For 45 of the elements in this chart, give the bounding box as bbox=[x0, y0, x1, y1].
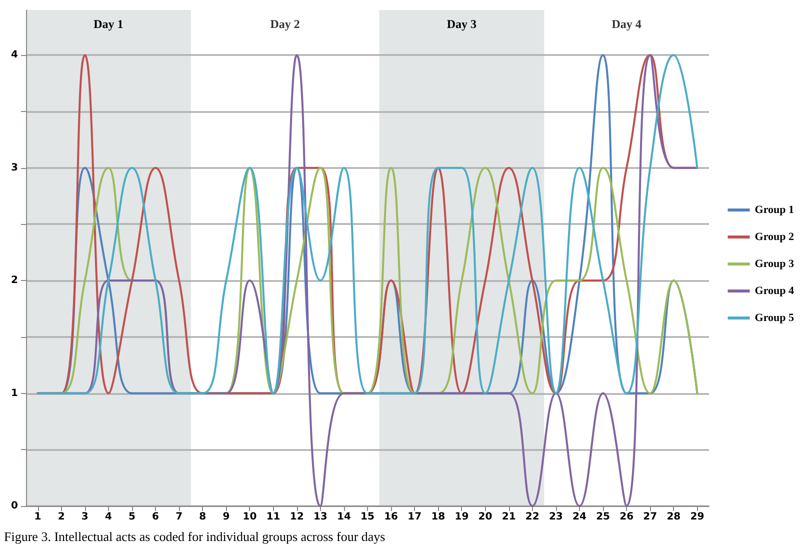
x-tick-label: 14 bbox=[336, 512, 351, 522]
band-label: Day 1 bbox=[94, 17, 124, 31]
x-tick-label: 5 bbox=[128, 512, 136, 522]
annotation: Day 4 bbox=[612, 17, 642, 31]
x-tick-label: 20 bbox=[478, 512, 492, 522]
x-tick-label: 19 bbox=[454, 512, 469, 522]
x-tick-label: 11 bbox=[266, 512, 280, 522]
x-tick-label: 23 bbox=[548, 512, 563, 522]
y-tick-label: 1 bbox=[11, 388, 18, 399]
legend-label: Group 5 bbox=[754, 312, 794, 324]
y-tick-label: 4 bbox=[11, 50, 18, 61]
x-tick-label: 27 bbox=[643, 512, 658, 522]
x-tick-label: 2 bbox=[58, 512, 65, 522]
y-tick-label: 3 bbox=[11, 162, 18, 174]
y-tick-label: 2 bbox=[11, 275, 18, 286]
x-tick-label: 17 bbox=[408, 512, 422, 522]
x-tick-label: 1 bbox=[34, 512, 42, 522]
caption: Figure 3. Intellectual acts as coded for individual groups across four days bbox=[4, 528, 386, 546]
x-tick-label: 6 bbox=[152, 512, 160, 522]
x-tick-label: 24 bbox=[572, 512, 586, 522]
x-tick-label: 12 bbox=[290, 512, 304, 522]
legend-label: Group 3 bbox=[754, 258, 794, 270]
x-tick-label: 7 bbox=[176, 512, 183, 522]
x-tick-label: 29 bbox=[690, 512, 704, 522]
x-tick-label: 16 bbox=[384, 512, 398, 522]
x-tick-label: 13 bbox=[313, 512, 328, 522]
x-tick-label: 8 bbox=[199, 512, 206, 522]
x-tick-label: 15 bbox=[360, 512, 374, 522]
x-tick-label: 21 bbox=[502, 512, 516, 522]
line-series bbox=[36, 54, 698, 394]
x-tick-label: 22 bbox=[525, 512, 540, 522]
x-tick-label: 26 bbox=[620, 512, 634, 522]
annotation: Day 2 bbox=[270, 17, 300, 31]
x-tick-label: 28 bbox=[666, 512, 681, 522]
x-tick-label: 25 bbox=[596, 512, 610, 522]
x-tick-label: 4 bbox=[104, 512, 112, 522]
legend-label: Group 4 bbox=[754, 285, 794, 297]
band-label: Day 3 bbox=[446, 17, 477, 31]
x-tick-label: 10 bbox=[242, 512, 257, 522]
y-tick-label: 0 bbox=[11, 500, 18, 512]
x-tick-label: 9 bbox=[222, 512, 230, 522]
legend-label: Group 1 bbox=[754, 204, 794, 216]
x-tick-label: 3 bbox=[81, 512, 88, 522]
x-tick-label: 18 bbox=[431, 512, 446, 522]
legend-label: Group 2 bbox=[754, 231, 794, 243]
